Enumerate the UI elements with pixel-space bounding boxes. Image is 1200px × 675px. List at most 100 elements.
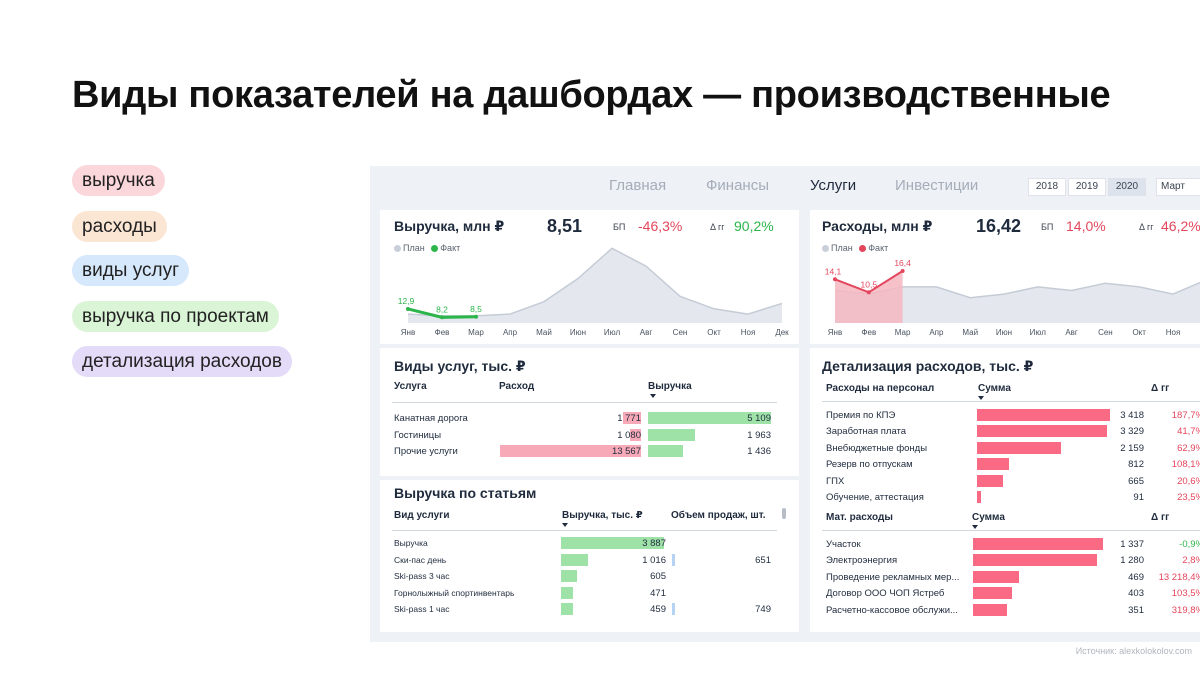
month-tick-label: Дек (775, 328, 789, 337)
expenses-panel: Расходы, млн ₽ 16,42 БП 14,0% Δ гг 46,2%… (810, 210, 1200, 344)
detail-dg: 62,9% (1177, 442, 1200, 454)
revenue-value: 5 109 (747, 413, 771, 424)
detail-bar (977, 441, 1061, 454)
tab-finance[interactable]: Финансы (706, 177, 769, 194)
month-tick-label: Фев (435, 328, 450, 337)
month-tick-label: Июл (1030, 328, 1047, 337)
expenses-dg-label: Δ гг (1139, 222, 1154, 232)
legend-fact-label: Факт (868, 243, 889, 253)
detail-value: 403 (1128, 588, 1144, 600)
expense-value: 13 567 (611, 446, 641, 457)
detail-sum-header[interactable]: Сумма (972, 512, 1005, 523)
detail-row-name: Участок (826, 539, 861, 550)
month-tick-label: Окт (707, 328, 721, 337)
detail-value: 665 (1128, 475, 1144, 487)
articles-header-type[interactable]: Вид услуги (394, 510, 450, 521)
detail-row-name: Договор ООО ЧОП Ястреб (826, 588, 945, 600)
tab-main[interactable]: Главная (609, 177, 667, 194)
services-header-expense[interactable]: Расход (499, 381, 535, 392)
fact-point (440, 315, 444, 320)
year-2020-button[interactable]: 2020 (1108, 178, 1146, 196)
revenue-panel: Выручка, млн ₽ 8,51 БП -46,3% Δ гг 90,2%… (380, 210, 799, 344)
article-revenue-value: 605 (650, 571, 666, 583)
sort-desc-icon[interactable] (562, 523, 568, 527)
detail-row-name: Внебюджетные фонды (826, 442, 928, 454)
expenses-chart: 14,1 10,5 16,4 Янв Фев Мар Апр Май Июн Июл Авг Сен О… (825, 258, 1200, 337)
detail-dg-header[interactable]: Δ гг (1151, 383, 1170, 394)
detail-bar (977, 474, 1003, 487)
sort-desc-icon[interactable] (972, 525, 978, 529)
sort-desc-icon[interactable] (978, 396, 984, 400)
volume-bar (672, 553, 675, 566)
detail-dg: 187,7% (1171, 410, 1200, 421)
tag-revenue: выручка (72, 165, 165, 196)
detail-row-name: Электроэнергия (826, 555, 898, 567)
month-tick-label: Апр (503, 328, 518, 337)
tab-investments[interactable]: Инвестиции (895, 177, 979, 194)
article-name: Ski-pass 3 час (394, 571, 450, 582)
month-tick-label: Июл (604, 328, 621, 337)
revenue-bar (648, 412, 771, 424)
detail-bar (973, 538, 1103, 550)
header-divider (392, 530, 777, 531)
month-tick-label: Авг (640, 328, 653, 337)
month-tick-label: Мар (468, 328, 484, 337)
detail-value: 2 159 (1120, 442, 1144, 454)
detail-row-name: Расчетно-кассовое обслужи... (826, 604, 958, 616)
month-tick-label: Авг (1065, 328, 1078, 337)
detail-row-name: Премия по КПЭ (826, 410, 896, 421)
legend-plan-label: План (403, 243, 425, 253)
services-title: Виды услуг, тыс. ₽ (394, 358, 526, 374)
month-select[interactable]: Март (1156, 178, 1200, 196)
detail-bar (973, 570, 1019, 583)
revenue-dg-value: 90,2% (734, 218, 774, 234)
fact-point (406, 306, 410, 311)
revenue-bar (648, 445, 683, 457)
expenses-dg-value: 46,2% (1161, 218, 1200, 234)
sort-desc-icon[interactable] (650, 394, 656, 398)
services-header-service[interactable]: Услуга (394, 381, 427, 392)
data-label: 8,5 (470, 304, 482, 314)
expenses-title: Расходы, млн ₽ (822, 218, 933, 234)
detail-dg-header[interactable]: Δ гг (1151, 512, 1170, 523)
detail-value: 3 418 (1120, 410, 1144, 421)
article-revenue-value: 471 (650, 587, 666, 599)
detail-dg: -0,9% (1179, 539, 1200, 550)
expense-bar (500, 445, 641, 457)
header-divider (392, 402, 777, 403)
month-tick-label: Окт (1132, 328, 1146, 337)
plan-area (408, 248, 782, 323)
details-title: Детализация расходов, тыс. ₽ (822, 358, 1034, 374)
article-revenue-bar (561, 553, 588, 566)
expenses-legend: План Факт (822, 243, 888, 253)
tab-services[interactable]: Услуги (810, 177, 857, 194)
detail-row-name: Обучение, аттестация (826, 492, 924, 503)
revenue-value: 1 963 (747, 429, 771, 441)
articles-header-revenue[interactable]: Выручка, тыс. ₽ (562, 510, 643, 521)
year-2019-button[interactable]: 2019 (1068, 178, 1106, 196)
article-name: Горнолыжный спортинвентарь (394, 587, 515, 598)
services-header-revenue[interactable]: Выручка (648, 381, 692, 392)
scrollbar[interactable] (782, 508, 786, 519)
plan-legend-dot (822, 244, 829, 252)
fact-point (900, 269, 905, 273)
detail-bar (977, 425, 1107, 438)
article-revenue-value: 3 887 (642, 538, 666, 549)
detail-dg: 41,7% (1177, 426, 1200, 438)
detail-group-header[interactable]: Мат. расходы (826, 512, 893, 523)
source-note: Источник: alexkolokolov.com (1075, 646, 1192, 656)
legend-plan-label: План (831, 243, 853, 253)
revenue-dg-label: Δ гг (710, 222, 725, 232)
tag-expenses: расходы (72, 211, 167, 242)
detail-bar (977, 491, 981, 503)
year-2018-button[interactable]: 2018 (1028, 178, 1066, 196)
fact-legend-dot (431, 244, 439, 252)
month-tick-label: Фев (861, 328, 876, 337)
detail-row-name: Резерв по отпускам (826, 459, 913, 471)
tag-expense-details: детализация расходов (72, 346, 292, 377)
articles-title: Выручка по статьям (394, 485, 537, 501)
detail-group-header[interactable]: Расходы на персонал (826, 383, 935, 394)
expenses-bp-label: БП (1041, 222, 1054, 232)
articles-header-volume[interactable]: Объем продаж, шт. (671, 510, 766, 521)
detail-sum-header[interactable]: Сумма (978, 383, 1011, 394)
